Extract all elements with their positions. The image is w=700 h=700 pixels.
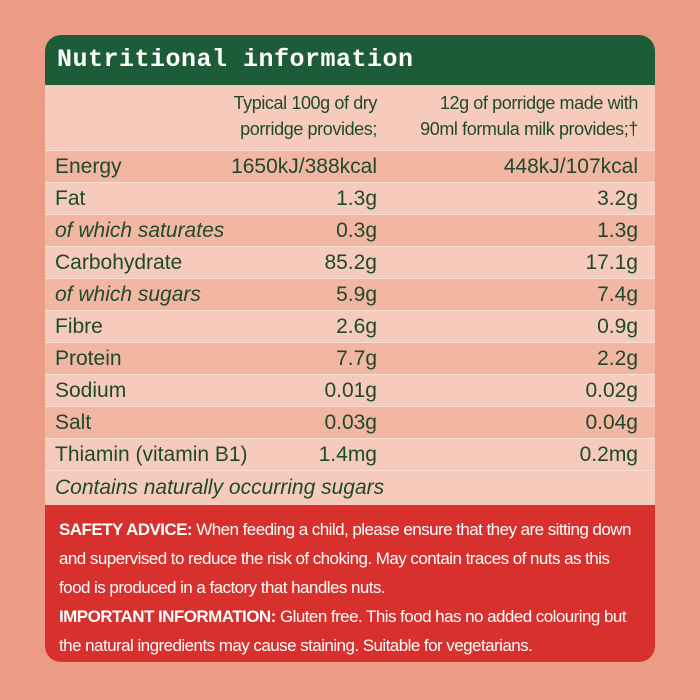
cell-value: 0.03g — [324, 411, 377, 434]
cell-value: 7.4g — [597, 283, 638, 306]
table-row: Energy 1650kJ/388kcal 448kJ/107kcal — [45, 150, 655, 182]
note: Contains naturally occurring sugars — [45, 470, 655, 505]
nutrient-name: Thiamin (vitamin B1) — [55, 443, 248, 466]
cell-value: 0.02g — [585, 379, 638, 402]
table-row: Fibre 2.6g 0.9g — [45, 310, 655, 342]
cell-value: 0.3g — [336, 219, 377, 242]
cell-value: 17.1g — [585, 251, 638, 274]
advice-paragraph: IMPORTANT INFORMATION: Gluten free. This… — [59, 602, 641, 660]
cell-value: 7.7g — [336, 347, 377, 370]
cell-value: 85.2g — [324, 251, 377, 274]
advice-label: SAFETY ADVICE: — [59, 520, 193, 539]
nutrient-name: Protein — [55, 347, 122, 370]
table-row: Protein 7.7g 2.2g — [45, 342, 655, 374]
table-row: Carbohydrate 85.2g 17.1g — [45, 246, 655, 278]
advice-label: IMPORTANT INFORMATION: — [59, 607, 276, 626]
header-line: 90ml formula milk provides;† — [420, 119, 638, 139]
cell-value: 448kJ/107kcal — [503, 155, 638, 178]
header-line: Typical 100g of dry — [233, 93, 378, 113]
nutrient-name: Salt — [55, 411, 92, 434]
nutrient-name: Energy — [55, 155, 122, 178]
column-headers: Typical 100g of dry porridge provides; 1… — [45, 85, 655, 150]
nutrient-name: Fat — [55, 187, 86, 210]
advice-text: Gluten free. This food has no added colo… — [59, 607, 627, 655]
advice-box: SAFETY ADVICE: When feeding a child, ple… — [45, 505, 655, 662]
cell-value: 1.3g — [597, 219, 638, 242]
table-row: Thiamin (vitamin B1) 1.4mg 0.2mg — [45, 438, 655, 470]
header-line: 12g of porridge made with — [439, 93, 639, 113]
nutrient-name: of which sugars — [55, 283, 201, 306]
cell-value: 2.6g — [336, 315, 377, 338]
cell-value: 1.3g — [336, 187, 377, 210]
nutrition-panel: Nutritional information Typical 100g of … — [45, 35, 655, 662]
column-header: 12g of porridge made with 90ml formula m… — [420, 90, 638, 142]
title: Nutritional information — [45, 35, 655, 85]
advice-paragraph: SAFETY ADVICE: When feeding a child, ple… — [59, 515, 641, 602]
header-line: porridge provides; — [240, 119, 377, 139]
table-row: Sodium 0.01g 0.02g — [45, 374, 655, 406]
nutrient-name: Sodium — [55, 379, 127, 402]
cell-value: 1.4mg — [318, 443, 377, 466]
cell-value: 2.2g — [597, 347, 638, 370]
cell-value: 0.04g — [585, 411, 638, 434]
table-row: Fat 1.3g 3.2g — [45, 182, 655, 214]
table-row: of which sugars 5.9g 7.4g — [45, 278, 655, 310]
nutrient-name: Fibre — [55, 315, 103, 338]
table-rows: Energy 1650kJ/388kcal 448kJ/107kcal Fat 1.3g… — [45, 150, 655, 470]
cell-value: 5.9g — [336, 283, 377, 306]
cell-value: 0.2mg — [579, 443, 638, 466]
cell-value: 1650kJ/388kcal — [231, 155, 377, 178]
advice-text: When feeding a child, please ensure that… — [59, 520, 631, 597]
nutrient-name: Carbohydrate — [55, 251, 183, 274]
cell-value: 3.2g — [597, 187, 638, 210]
cell-value: 0.01g — [324, 379, 377, 402]
nutrient-name: of which saturates — [55, 219, 225, 242]
table-row: of which saturates 0.3g 1.3g — [45, 214, 655, 246]
table-row: Salt 0.03g 0.04g — [45, 406, 655, 438]
column-header: Typical 100g of dry porridge provides; — [233, 90, 378, 142]
cell-value: 0.9g — [597, 315, 638, 338]
